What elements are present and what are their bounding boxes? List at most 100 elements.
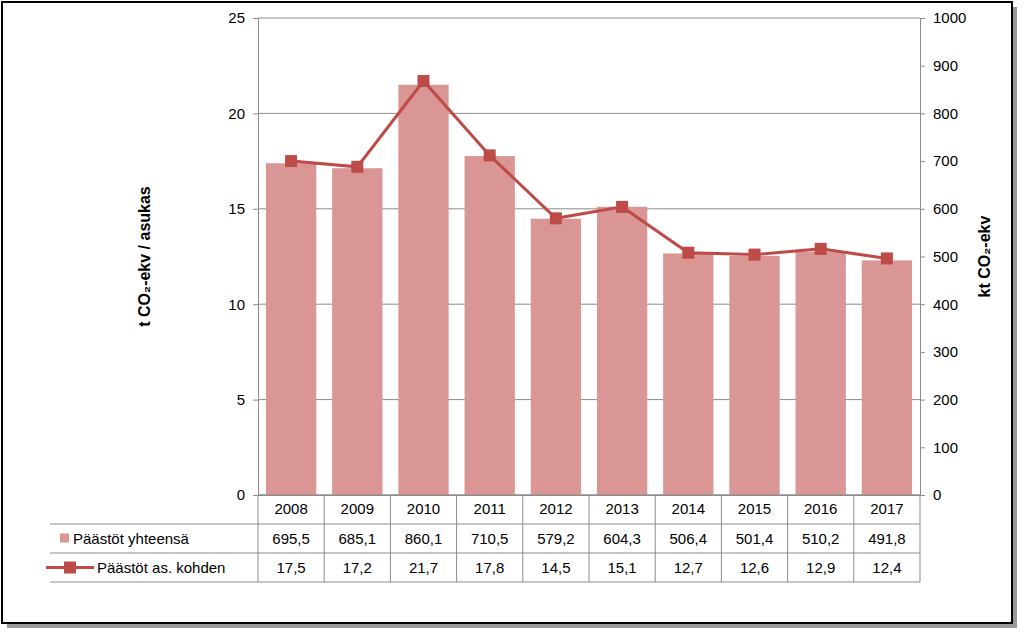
plot-area xyxy=(266,75,912,495)
tick: 2010 xyxy=(407,495,440,517)
table-value: 510,2 xyxy=(802,530,840,547)
grid-line xyxy=(258,113,920,114)
table-value: 491,8 xyxy=(868,530,906,547)
tick-label: 0 xyxy=(237,486,245,503)
table-value: 17,8 xyxy=(475,559,504,576)
tick-mark xyxy=(920,66,925,67)
tick: 600 xyxy=(920,200,958,217)
table-line xyxy=(920,495,921,582)
bar xyxy=(729,256,779,495)
tick-label: 2011 xyxy=(474,500,506,517)
tick-label: 200 xyxy=(933,391,958,408)
tick: 20 xyxy=(228,105,258,122)
marker xyxy=(616,201,628,213)
y2-axis: 0 100 200 300 400 500 600 700 800 900 1000 xyxy=(920,9,966,503)
table-value: 12,9 xyxy=(806,559,835,576)
bar xyxy=(796,252,846,495)
table-value: 15,1 xyxy=(607,559,636,576)
table-value: 860,1 xyxy=(405,530,443,547)
tick: 10 xyxy=(228,296,258,313)
tick: 300 xyxy=(920,343,958,360)
tick-label: 1000 xyxy=(933,9,966,26)
tick: 100 xyxy=(920,439,958,456)
chart: 0 5 10 15 20 25 0 100 200 300 400 500 600 700 800 900 10… xyxy=(0,0,1024,635)
tick-label: 10 xyxy=(228,296,245,313)
tick-mark xyxy=(253,304,258,305)
tick-mark xyxy=(920,447,925,448)
table-value: 501,4 xyxy=(736,530,774,547)
grid-line xyxy=(258,495,920,496)
table-line xyxy=(721,495,722,582)
tick: 2009 xyxy=(341,495,374,517)
data-table: Päästöt yhteensä695,5685,1860,1710,5579,… xyxy=(46,495,920,582)
table-value: 12,7 xyxy=(674,559,703,576)
axis-line xyxy=(259,495,921,496)
table-value: 710,5 xyxy=(471,530,509,547)
tick: 500 xyxy=(920,248,958,265)
table-line xyxy=(50,524,920,525)
tick: 25 xyxy=(228,9,258,26)
grid xyxy=(258,18,920,495)
tick: 1000 xyxy=(920,9,966,26)
table-value: 685,1 xyxy=(339,530,377,547)
line xyxy=(291,81,887,258)
tick-mark xyxy=(920,257,925,258)
tick-label: 900 xyxy=(933,57,958,74)
axis-line xyxy=(921,19,926,496)
table-line xyxy=(655,495,656,582)
tick: 0 xyxy=(237,486,258,503)
y-axis-title: t CO₂-ekv / asukas xyxy=(136,186,153,327)
legend-marker xyxy=(64,562,76,574)
marker xyxy=(351,161,363,173)
tick-label: 2016 xyxy=(804,500,837,517)
table-line xyxy=(390,495,391,582)
tick-mark xyxy=(920,352,925,353)
table-value: 14,5 xyxy=(541,559,570,576)
table-value: 12,4 xyxy=(872,559,901,576)
table-line xyxy=(589,495,590,582)
tick: 400 xyxy=(920,296,958,313)
tick-label: 15 xyxy=(228,200,245,217)
bar xyxy=(398,85,448,495)
tick: 0 xyxy=(920,486,941,503)
bar xyxy=(862,260,912,495)
tick: 2015 xyxy=(738,495,771,517)
tick: 2008 xyxy=(274,495,307,517)
table-line xyxy=(456,495,457,582)
tick: 15 xyxy=(228,200,258,217)
bar xyxy=(266,163,316,495)
tick-label: 800 xyxy=(933,105,958,122)
table-value: 604,3 xyxy=(603,530,641,547)
marker xyxy=(418,75,430,87)
tick-label: 0 xyxy=(933,486,941,503)
table-value: 506,4 xyxy=(670,530,708,547)
tick-mark xyxy=(920,495,925,496)
marker xyxy=(815,243,827,255)
tick: 2014 xyxy=(672,495,705,517)
axis-line xyxy=(253,19,259,496)
y2-axis-title: kt CO₂-ekv xyxy=(976,216,993,298)
tick: 2017 xyxy=(870,495,903,517)
bar xyxy=(465,156,515,495)
tick-label: 700 xyxy=(933,152,958,169)
legend-swatch xyxy=(60,534,69,543)
table-line xyxy=(787,495,788,582)
tick-mark xyxy=(920,161,925,162)
tick-label: 2015 xyxy=(738,500,771,517)
table-value: 17,2 xyxy=(343,559,372,576)
tick-label: 2017 xyxy=(870,500,903,517)
marker xyxy=(749,249,761,261)
tick-mark xyxy=(253,495,258,496)
marker xyxy=(484,149,496,161)
tick: 700 xyxy=(920,152,958,169)
tick-label: 2009 xyxy=(341,500,374,517)
tick-label: 2010 xyxy=(407,500,440,517)
tick-mark xyxy=(920,304,925,305)
tick-mark xyxy=(920,400,925,401)
tick-label: 20 xyxy=(228,105,245,122)
tick-mark xyxy=(920,209,925,210)
tick-mark xyxy=(920,18,925,19)
marker xyxy=(682,247,694,259)
tick: 200 xyxy=(920,391,958,408)
tick-label: 5 xyxy=(237,391,245,408)
